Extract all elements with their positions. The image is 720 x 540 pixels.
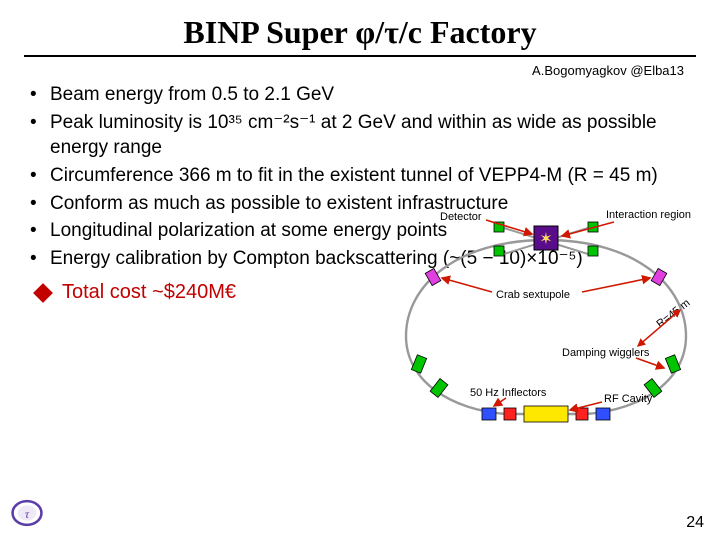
rf-cavity-box bbox=[524, 406, 568, 422]
detector-label: Detector bbox=[440, 211, 482, 223]
arrow-icon bbox=[442, 278, 492, 292]
crab-label: Crab sextupole bbox=[496, 289, 570, 301]
magnet-box bbox=[576, 408, 588, 420]
diamond-icon bbox=[33, 283, 53, 303]
accelerator-diagram: ✶ Detector Interaction region Crab sextu… bbox=[386, 206, 706, 438]
svg-text:τ: τ bbox=[25, 507, 30, 521]
wiggler-box bbox=[411, 355, 426, 374]
total-cost-text: Total cost ~$240M€ bbox=[62, 281, 236, 304]
arrow-icon bbox=[582, 278, 650, 292]
rf-label: RF Cavity bbox=[604, 393, 653, 405]
arrow-icon bbox=[636, 358, 664, 368]
arrow-icon bbox=[486, 220, 532, 234]
wiggler-box bbox=[430, 379, 448, 398]
quad-box bbox=[494, 246, 504, 256]
inflectors-label: 50 Hz Inflectors bbox=[470, 387, 547, 399]
title-rule bbox=[24, 55, 696, 57]
bullet-item: Peak luminosity is 10³⁵ cm⁻²s⁻¹ at 2 GeV… bbox=[26, 110, 700, 161]
arrow-icon bbox=[638, 310, 680, 346]
quad-box bbox=[588, 246, 598, 256]
bullet-item: Beam energy from 0.5 to 2.1 GeV bbox=[26, 82, 700, 108]
detector-star-icon: ✶ bbox=[539, 231, 552, 248]
magnet-box bbox=[504, 408, 516, 420]
page-number: 24 bbox=[686, 514, 704, 532]
page-title: BINP Super φ/τ/c Factory bbox=[0, 0, 720, 55]
wiggler-box bbox=[665, 355, 680, 374]
bullet-item: Circumference 366 m to fit in the existe… bbox=[26, 163, 700, 189]
arrow-icon bbox=[494, 398, 506, 406]
footer-logo-icon: τ bbox=[10, 496, 44, 530]
inflector-box bbox=[482, 408, 496, 420]
damping-label: Damping wigglers bbox=[562, 347, 650, 359]
interaction-label: Interaction region bbox=[606, 209, 691, 221]
author-credit: A.Bogomyagkov @Elba13 bbox=[0, 63, 720, 78]
inflector-box bbox=[596, 408, 610, 420]
radius-label: R=45 m bbox=[654, 297, 692, 330]
